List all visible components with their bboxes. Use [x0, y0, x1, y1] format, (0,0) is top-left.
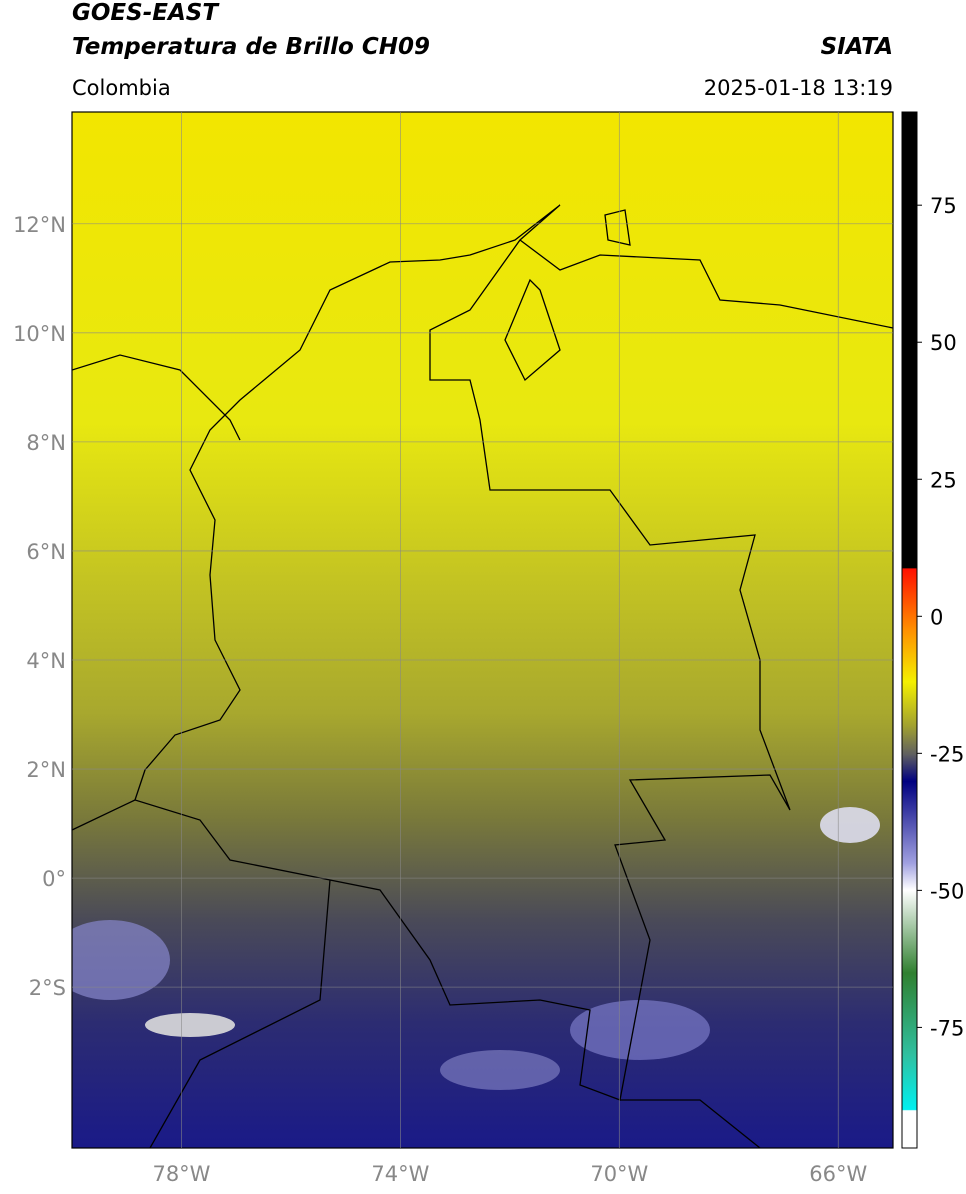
x-tick-label: 74°W — [371, 1162, 429, 1186]
colorbar-tick-label: 25 — [930, 468, 957, 492]
timestamp: 2025-01-18 13:19 — [704, 76, 893, 100]
map-image — [72, 112, 893, 1148]
colorbar-tick-label: 0 — [930, 605, 943, 629]
colorbar-tick-label: -75 — [930, 1016, 964, 1040]
colorbar — [901, 111, 918, 1149]
x-tick-label: 78°W — [152, 1162, 210, 1186]
title: GOES-EAST — [72, 0, 220, 26]
y-tick-label: 12°N — [13, 213, 66, 237]
colorbar-tick-label: -25 — [930, 742, 964, 766]
y-tick-label: 8°N — [26, 431, 66, 455]
colorbar-tick-label: -50 — [930, 879, 964, 903]
x-tick-label: 66°W — [809, 1162, 867, 1186]
colorbar-tick-label: 50 — [930, 331, 957, 355]
y-tick-label: 4°N — [26, 649, 66, 673]
map-frame — [71, 111, 894, 1149]
y-tick-label: 0° — [42, 867, 66, 891]
source: SIATA — [821, 34, 893, 60]
region: Colombia — [72, 76, 171, 100]
y-tick-label: 2°S — [29, 976, 66, 1000]
y-tick-label: 10°N — [13, 322, 66, 346]
subtitle: Temperatura de Brillo CH09 — [72, 34, 430, 60]
x-tick-label: 70°W — [590, 1162, 648, 1186]
colorbar-tick-label: 75 — [930, 194, 957, 218]
y-tick-label: 6°N — [26, 540, 66, 564]
y-tick-label: 2°N — [26, 758, 66, 782]
